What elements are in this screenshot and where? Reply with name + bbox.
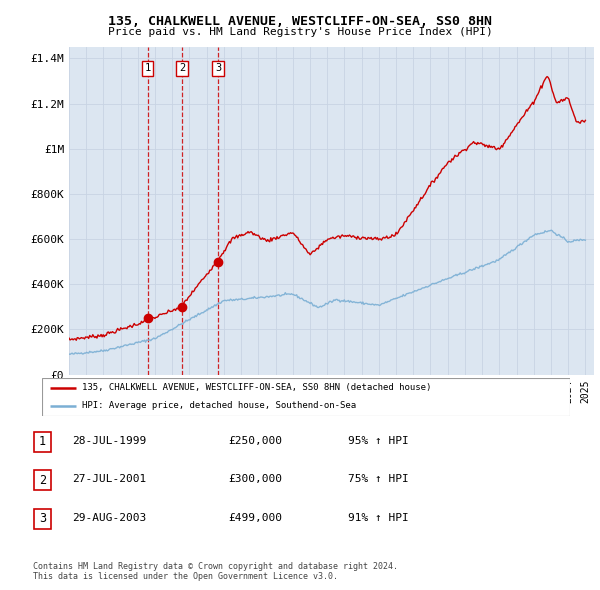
Text: 135, CHALKWELL AVENUE, WESTCLIFF-ON-SEA, SS0 8HN (detached house): 135, CHALKWELL AVENUE, WESTCLIFF-ON-SEA,… (82, 384, 431, 392)
Text: Contains HM Land Registry data © Crown copyright and database right 2024.: Contains HM Land Registry data © Crown c… (33, 562, 398, 571)
Text: £250,000: £250,000 (228, 436, 282, 446)
Text: 75% ↑ HPI: 75% ↑ HPI (348, 474, 409, 484)
Text: 2: 2 (179, 64, 185, 74)
Text: 135, CHALKWELL AVENUE, WESTCLIFF-ON-SEA, SS0 8HN: 135, CHALKWELL AVENUE, WESTCLIFF-ON-SEA,… (108, 15, 492, 28)
Text: 95% ↑ HPI: 95% ↑ HPI (348, 436, 409, 446)
Text: 29-AUG-2003: 29-AUG-2003 (72, 513, 146, 523)
Text: 28-JUL-1999: 28-JUL-1999 (72, 436, 146, 446)
Text: HPI: Average price, detached house, Southend-on-Sea: HPI: Average price, detached house, Sout… (82, 401, 356, 410)
Text: 3: 3 (39, 512, 46, 525)
Text: 27-JUL-2001: 27-JUL-2001 (72, 474, 146, 484)
Text: 1: 1 (39, 435, 46, 448)
Text: This data is licensed under the Open Government Licence v3.0.: This data is licensed under the Open Gov… (33, 572, 338, 581)
Text: 91% ↑ HPI: 91% ↑ HPI (348, 513, 409, 523)
Text: £300,000: £300,000 (228, 474, 282, 484)
Text: £499,000: £499,000 (228, 513, 282, 523)
Text: 2: 2 (39, 474, 46, 487)
Text: Price paid vs. HM Land Registry's House Price Index (HPI): Price paid vs. HM Land Registry's House … (107, 27, 493, 37)
Text: 1: 1 (145, 64, 151, 74)
Text: 3: 3 (215, 64, 221, 74)
